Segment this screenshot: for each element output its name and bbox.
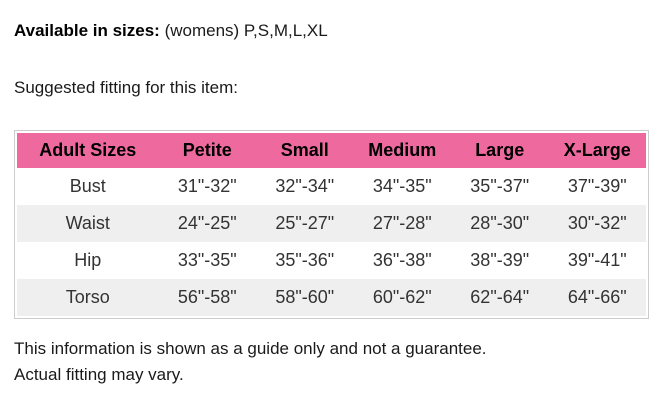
table-cell: 30"-32" <box>567 213 627 233</box>
table-cell: 58"-60" <box>275 287 335 307</box>
column-header-petite: Petite <box>158 133 256 168</box>
column-header-large: Large <box>450 133 549 168</box>
available-sizes-line: Available in sizes: (womens) P,S,M,L,XL <box>14 21 648 41</box>
table-cell: 35"-37" <box>470 176 530 196</box>
disclaimer-text: This information is shown as a guide onl… <box>14 336 648 388</box>
column-header-medium: Medium <box>353 133 451 168</box>
disclaimer-line-2: Actual fitting may vary. <box>14 365 184 384</box>
table-cell: 33"-35" <box>177 250 237 270</box>
size-chart-table-frame: Adult Sizes Petite Small Medium Large X-… <box>14 130 649 319</box>
table-cell: 56"-58" <box>177 287 237 307</box>
size-chart-table: Adult Sizes Petite Small Medium Large X-… <box>17 133 646 316</box>
fitting-heading: Suggested fitting for this item: <box>14 78 238 97</box>
disclaimer-line-1: This information is shown as a guide onl… <box>14 339 487 358</box>
table-cell: 39"-41" <box>567 250 627 270</box>
table-cell: 24"-25" <box>177 213 237 233</box>
table-cell: 60"-62" <box>372 287 432 307</box>
table-cell: 38"-39" <box>470 250 530 270</box>
table-cell: 31"-32" <box>177 176 237 196</box>
size-chart-page: Available in sizes: (womens) P,S,M,L,XL … <box>14 21 649 388</box>
table-row-waist: Waist 24"-25" 25"-27" 27"-28" 28"-30" 30… <box>17 205 646 242</box>
table-cell: 35"-36" <box>275 250 335 270</box>
table-row-hip: Hip 33"-35" 35"-36" 36"-38" 38"-39" 39"-… <box>17 242 646 279</box>
table-cell: 25"-27" <box>275 213 335 233</box>
table-cell: 37"-39" <box>567 176 627 196</box>
table-cell: 34"-35" <box>372 176 432 196</box>
column-header-x-large: X-Large <box>548 133 646 168</box>
row-label: Torso <box>65 287 110 307</box>
row-label: Waist <box>65 213 110 233</box>
table-cell: 36"-38" <box>372 250 432 270</box>
table-cell: 27"-28" <box>372 213 432 233</box>
row-label: Bust <box>69 176 106 196</box>
table-cell: 32"-34" <box>275 176 335 196</box>
row-label: Hip <box>74 250 102 270</box>
table-header-row: Adult Sizes Petite Small Medium Large X-… <box>17 133 646 168</box>
column-header-adult-sizes: Adult Sizes <box>17 133 159 168</box>
table-row-bust: Bust 31"-32" 32"-34" 34"-35" 35"-37" 37"… <box>17 168 646 205</box>
table-cell: 62"-64" <box>470 287 530 307</box>
table-cell: 28"-30" <box>470 213 530 233</box>
column-header-small: Small <box>256 133 354 168</box>
available-sizes-label: Available in sizes: <box>14 21 160 40</box>
table-row-torso: Torso 56"-58" 58"-60" 60"-62" 62"-64" 64… <box>17 279 646 316</box>
table-cell: 64"-66" <box>567 287 627 307</box>
available-sizes-value: (womens) P,S,M,L,XL <box>164 21 328 40</box>
